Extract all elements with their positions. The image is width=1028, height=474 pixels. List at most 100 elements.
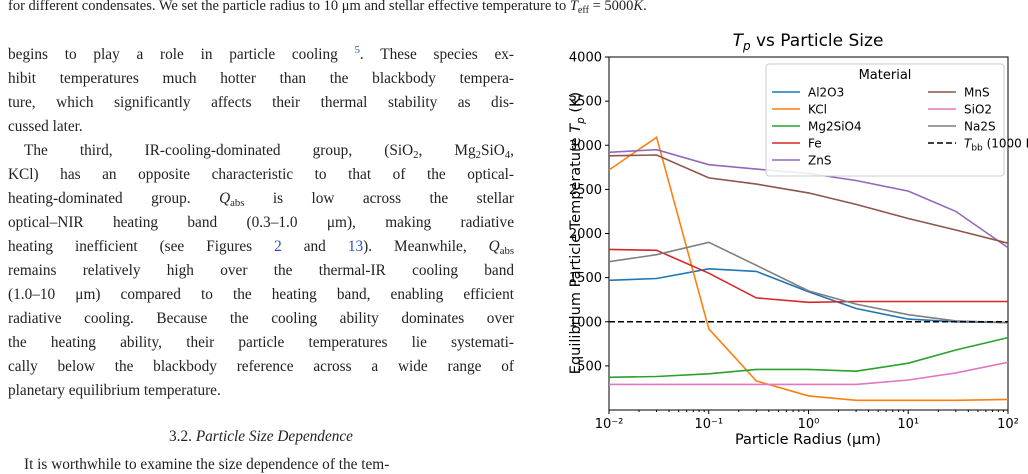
y-tick-label: 3500 bbox=[569, 95, 602, 110]
text: T bbox=[569, 0, 578, 14]
text: . These species ex- bbox=[359, 46, 515, 63]
text-line: planetary equilibrium temperature. bbox=[8, 382, 514, 400]
text: is low across the stellar bbox=[244, 190, 514, 207]
series-line bbox=[608, 154, 1009, 244]
text: planetary equilibrium temperature. bbox=[8, 382, 221, 399]
series-line bbox=[609, 361, 1009, 386]
y-tick-label: 2500 bbox=[569, 183, 602, 198]
x-tick-label: 10⁻² bbox=[595, 417, 624, 432]
text-line: It is worthwhile to examine the size dep… bbox=[24, 456, 514, 474]
text: (K) bbox=[568, 92, 584, 117]
text: for different condensates. We set the pa… bbox=[8, 0, 570, 14]
text: Q bbox=[488, 238, 500, 255]
series-line bbox=[608, 248, 1008, 304]
x-tick-label: 10⁻¹ bbox=[694, 417, 723, 432]
legend-label: Mg2SiO4 bbox=[808, 120, 862, 134]
y-axis-label: Equilibrium Particle Temperature Tp (K) bbox=[568, 92, 587, 374]
text: . bbox=[643, 0, 647, 14]
text: It is worthwhile to examine the size dep… bbox=[24, 456, 390, 473]
series-line bbox=[608, 267, 1009, 324]
y-tick-label: 1000 bbox=[569, 315, 602, 330]
caption: for different condensates. We set the pa… bbox=[8, 0, 647, 16]
text: 2 bbox=[475, 149, 481, 161]
legend-label-part: bb bbox=[971, 144, 983, 154]
text: optical–NIR heating band (0.3–1.0 μm), m… bbox=[8, 214, 514, 231]
legend-label-part: (1000 K) bbox=[983, 137, 1028, 151]
legend-label: ZnS bbox=[808, 154, 831, 168]
text-line: (1.0–10 μm) compared to the heating band… bbox=[8, 286, 514, 304]
text: Equilibrium Particle Temperature bbox=[568, 133, 584, 374]
text: begins to play a role in particle coolin… bbox=[8, 46, 355, 63]
x-axis-label: Particle Radius (μm) bbox=[735, 432, 881, 448]
text: 4 bbox=[504, 149, 511, 161]
text-line: KCl) has an opposite characteristic to t… bbox=[8, 166, 514, 184]
text: KCl) has an opposite characteristic to t… bbox=[8, 166, 514, 183]
text: abs bbox=[230, 197, 245, 209]
text: hibit temperatures much hotter than the … bbox=[8, 70, 514, 87]
text: and bbox=[281, 238, 348, 255]
text: radiative cooling. Because the cooling a… bbox=[8, 310, 514, 327]
text-line: remains relatively high over the thermal… bbox=[8, 262, 514, 280]
text: vs Particle Size bbox=[751, 31, 884, 51]
text: cally below the blackbody reference acro… bbox=[8, 358, 514, 375]
text: Q bbox=[219, 190, 231, 207]
text: abs bbox=[499, 245, 514, 257]
text: cussed later. bbox=[8, 118, 83, 135]
text: 5 bbox=[354, 44, 360, 56]
text: ). Meanwhile, bbox=[363, 238, 489, 255]
series-line bbox=[608, 136, 1009, 402]
text: T bbox=[733, 31, 745, 51]
text: 13 bbox=[347, 238, 364, 255]
x-tick-label: 10⁰ bbox=[798, 417, 820, 432]
chart-title: Tp vs Particle Size bbox=[733, 31, 884, 53]
text-line: the heating ability, their particle temp… bbox=[8, 334, 514, 352]
text: 3.2. bbox=[169, 428, 192, 445]
legend-label: Al2O3 bbox=[808, 86, 844, 100]
text: 2 bbox=[413, 149, 419, 161]
text: T bbox=[568, 123, 584, 133]
text: p bbox=[742, 39, 751, 53]
text: heating-dominated group. bbox=[8, 190, 220, 207]
text: , bbox=[510, 142, 514, 159]
text-line: heating-dominated group. Qabs is low acr… bbox=[8, 190, 514, 208]
text-line: The third, IR-cooling-dominated group, (… bbox=[24, 142, 514, 160]
text: The third, IR-cooling-dominated group, (… bbox=[24, 142, 414, 159]
legend-label: Na2S bbox=[964, 120, 996, 134]
legend-label: Tbb (1000 K) bbox=[964, 137, 1028, 154]
legend-label: MnS bbox=[964, 86, 990, 100]
text: = 5000 bbox=[588, 0, 634, 14]
text-line: cussed later. bbox=[8, 118, 514, 136]
text-line: radiative cooling. Because the cooling a… bbox=[8, 310, 514, 328]
text: remains relatively high over the thermal… bbox=[8, 262, 514, 279]
legend-label: Fe bbox=[808, 137, 822, 151]
series-line bbox=[608, 336, 1009, 379]
text-line: heating inefficient (see Figures 2 and 1… bbox=[8, 238, 514, 256]
y-tick-label: 3000 bbox=[569, 139, 602, 154]
text: Particle Size Dependence bbox=[195, 428, 353, 445]
text-line: ture, which significantly affects their … bbox=[8, 94, 514, 112]
legend-title: Material bbox=[859, 68, 912, 83]
text: SiO bbox=[481, 142, 505, 159]
section-heading: 3.2. Particle Size Dependence bbox=[8, 428, 514, 446]
text: ture, which significantly affects their … bbox=[8, 94, 514, 111]
text-line: begins to play a role in particle coolin… bbox=[8, 44, 515, 64]
legend-label-part: T bbox=[964, 137, 973, 151]
legend-label: SiO2 bbox=[964, 103, 992, 117]
text: (1.0–10 μm) compared to the heating band… bbox=[8, 286, 514, 303]
y-tick-label: 500 bbox=[577, 359, 602, 374]
legend-label: KCl bbox=[808, 103, 827, 117]
text-line: cally below the blackbody reference acro… bbox=[8, 358, 514, 376]
text: K bbox=[633, 0, 644, 14]
x-tick-label: 10² bbox=[997, 417, 1019, 432]
text-line: hibit temperatures much hotter than the … bbox=[8, 70, 514, 88]
y-tick-label: 4000 bbox=[569, 51, 602, 66]
x-tick-label: 10¹ bbox=[897, 417, 919, 432]
text: eff bbox=[577, 5, 589, 16]
text: 2 bbox=[274, 238, 282, 255]
text: heating inefficient (see Figures bbox=[8, 238, 275, 255]
y-tick-label: 1500 bbox=[569, 271, 602, 286]
series-line bbox=[608, 241, 1009, 324]
text-line: optical–NIR heating band (0.3–1.0 μm), m… bbox=[8, 214, 514, 232]
text: , Mg bbox=[418, 142, 476, 159]
